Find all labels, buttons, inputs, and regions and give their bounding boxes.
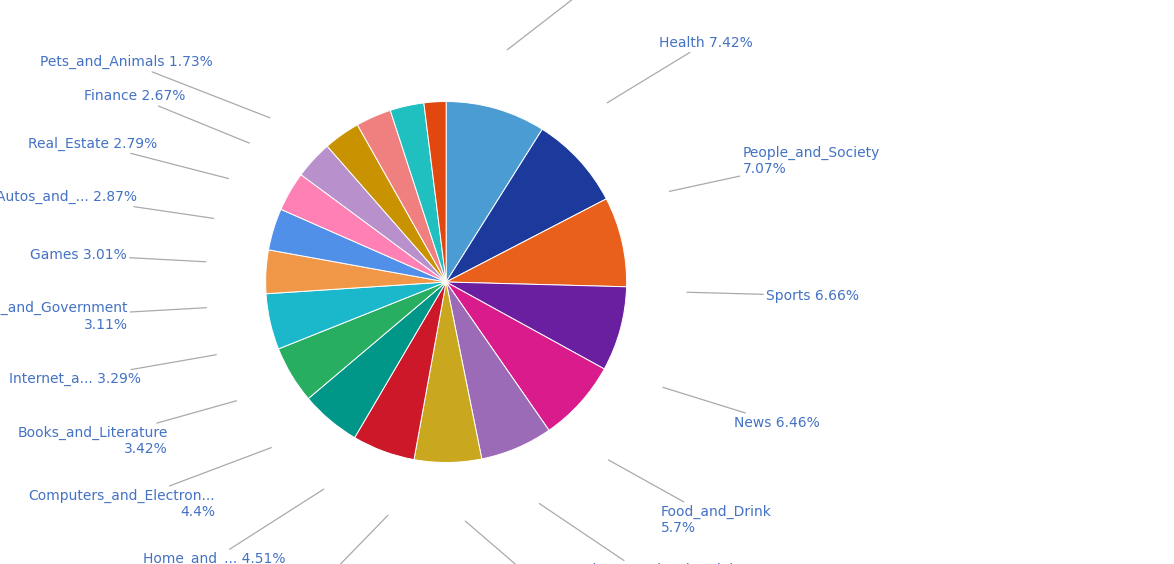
Wedge shape <box>390 103 446 282</box>
Text: Arts_and_Entertainment
7.86%: Arts_and_Entertainment 7.86% <box>507 0 693 50</box>
Text: Games 3.01%: Games 3.01% <box>31 248 205 262</box>
Wedge shape <box>301 146 446 282</box>
Text: Autos_and_... 2.87%: Autos_and_... 2.87% <box>0 190 214 218</box>
Text: Business_and_Industrial
5.29%: Business_and_Industrial 5.29% <box>539 504 734 564</box>
Wedge shape <box>424 102 446 282</box>
Text: Books_and_Literature
3.42%: Books_and_Literature 3.42% <box>18 401 236 456</box>
Wedge shape <box>269 209 446 282</box>
Text: Finance 2.67%: Finance 2.67% <box>83 89 249 143</box>
Wedge shape <box>281 175 446 282</box>
Text: Sports 6.66%: Sports 6.66% <box>687 289 859 303</box>
Wedge shape <box>446 129 606 282</box>
Wedge shape <box>446 282 605 430</box>
Text: Travel_and_Transportation
4.93%: Travel_and_Transportation 4.93% <box>465 521 650 564</box>
Text: Pets_and_Animals 1.73%: Pets_and_Animals 1.73% <box>40 55 270 118</box>
Wedge shape <box>357 111 446 282</box>
Text: Law_and_Government
3.11%: Law_and_Government 3.11% <box>0 301 207 332</box>
Text: News 6.46%: News 6.46% <box>663 387 819 430</box>
Text: People_and_Society
7.07%: People_and_Society 7.07% <box>669 146 880 191</box>
Wedge shape <box>446 282 549 459</box>
Wedge shape <box>278 282 446 399</box>
Wedge shape <box>446 199 627 287</box>
Wedge shape <box>446 282 627 369</box>
Text: Internet_a... 3.29%: Internet_a... 3.29% <box>9 355 216 386</box>
Wedge shape <box>414 282 481 462</box>
Text: Real_Estate 2.79%: Real_Estate 2.79% <box>28 136 229 179</box>
Wedge shape <box>266 282 446 349</box>
Text: Beauty_and_Fit...
4.72%: Beauty_and_Fit... 4.72% <box>252 515 387 564</box>
Text: Food_and_Drink
5.7%: Food_and_Drink 5.7% <box>608 460 771 535</box>
Wedge shape <box>355 282 446 460</box>
Wedge shape <box>309 282 446 438</box>
Text: Home_and_... 4.51%: Home_and_... 4.51% <box>143 489 324 564</box>
Text: Health 7.42%: Health 7.42% <box>607 36 753 103</box>
Text: Computers_and_Electron...
4.4%: Computers_and_Electron... 4.4% <box>28 448 271 519</box>
Wedge shape <box>446 102 542 282</box>
Wedge shape <box>265 250 446 294</box>
Wedge shape <box>328 125 446 282</box>
